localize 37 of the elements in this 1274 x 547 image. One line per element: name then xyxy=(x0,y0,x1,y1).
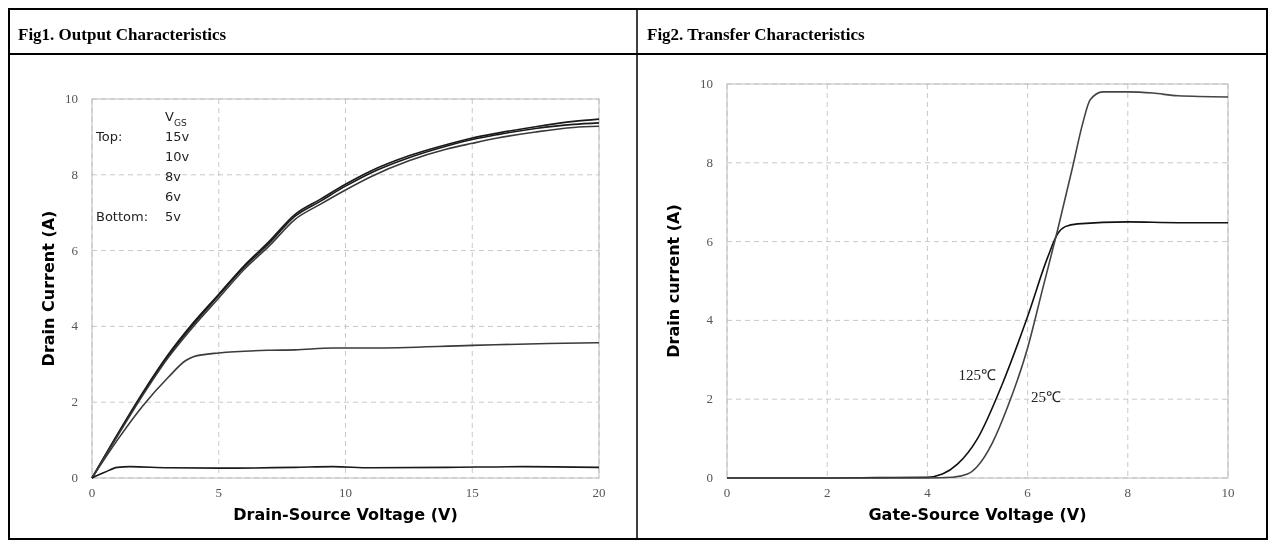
y-tick-label: 6 xyxy=(71,242,79,258)
series-label: 25℃ xyxy=(1030,388,1061,405)
x-tick-label: 2 xyxy=(823,485,831,500)
x-tick-label: 0 xyxy=(723,485,731,500)
y-axis-title: Drain Current (A) xyxy=(39,210,58,367)
y-tick-label: 10 xyxy=(700,76,713,91)
y-tick-label: 2 xyxy=(71,394,78,410)
x-tick-label: 8 xyxy=(1124,485,1132,500)
annotation: V$_{GS}$ xyxy=(165,109,187,128)
x-tick-label: 5 xyxy=(215,485,222,500)
y-tick-label: 4 xyxy=(706,312,714,328)
y-tick-label: 6 xyxy=(706,233,714,249)
x-axis-title: Drain-Source Voltage (V) xyxy=(233,505,458,524)
annotation: 6v xyxy=(165,189,182,204)
annotation: 8v xyxy=(165,169,182,184)
y-tick-label: 2 xyxy=(706,391,713,407)
x-axis-title: Gate-Source Voltage (V) xyxy=(868,505,1087,524)
y-axis-title: Drain current (A) xyxy=(664,204,683,358)
y-tick-label: 8 xyxy=(71,166,78,182)
y-tick-label: 8 xyxy=(706,154,713,170)
y-tick-label: 4 xyxy=(71,318,79,334)
annotation: 10v xyxy=(165,149,190,164)
series-label: 125℃ xyxy=(958,366,997,383)
x-tick-label: 15 xyxy=(465,485,479,500)
chart-title: Fig1. Output Characteristics xyxy=(18,25,227,44)
x-tick-label: 10 xyxy=(339,485,352,500)
x-tick-label: 20 xyxy=(592,485,606,500)
x-tick-label: 6 xyxy=(1024,485,1032,500)
x-tick-label: 10 xyxy=(1221,485,1235,500)
x-tick-label: 0 xyxy=(88,485,96,500)
y-tick-label: 0 xyxy=(71,470,78,485)
text: Top: 15v xyxy=(96,129,190,144)
y-tick-label: 10 xyxy=(65,91,78,106)
x-tick-label: 4 xyxy=(924,485,932,500)
text: Bottom: 5v xyxy=(96,209,181,224)
chart-title: Fig2. Transfer Characteristics xyxy=(647,25,866,44)
y-tick-label: 0 xyxy=(706,470,713,485)
